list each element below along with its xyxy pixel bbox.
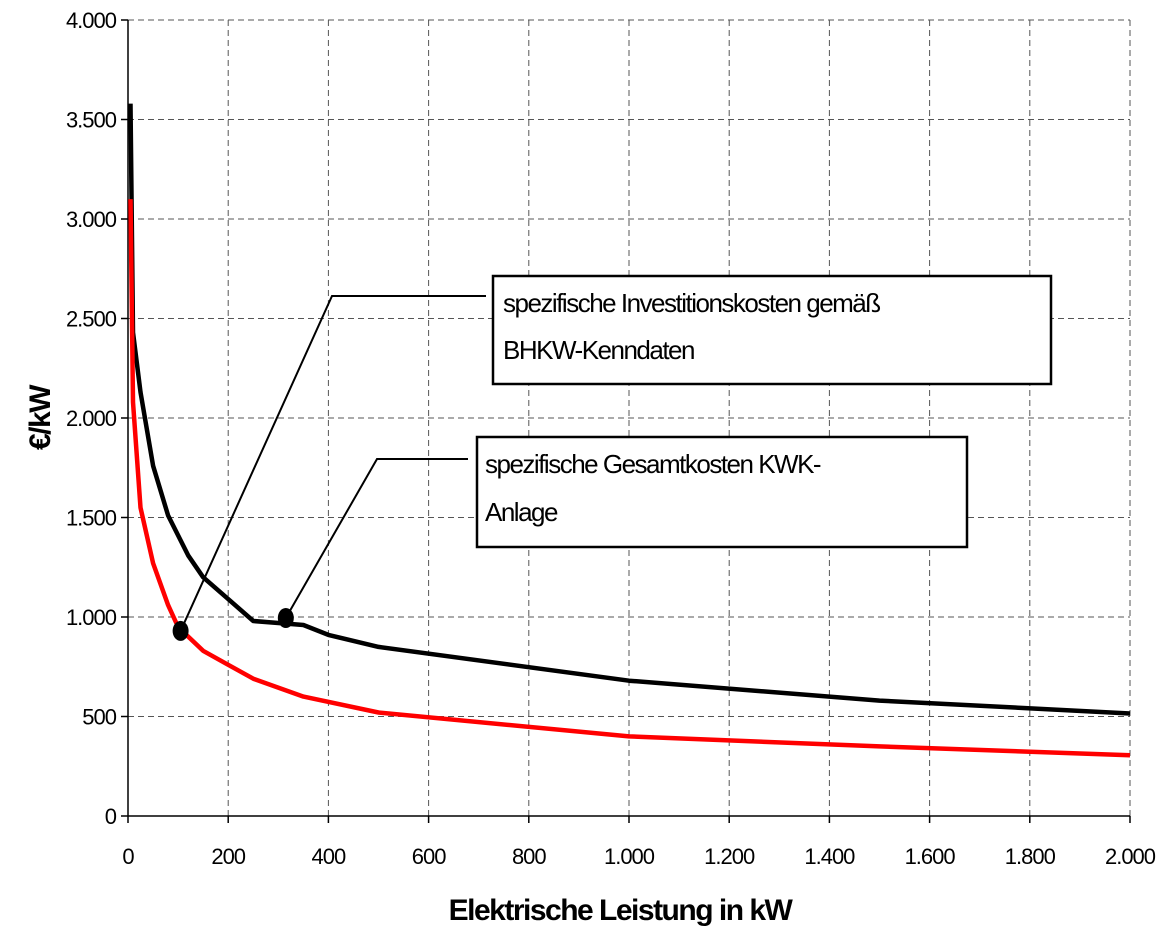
x-tick-label-9: 1.800	[1005, 844, 1056, 869]
x-tick-label-7: 1.400	[804, 844, 855, 869]
x-tick-label-3: 600	[412, 844, 446, 869]
callout-investition-line-1: spezifische Investitionskosten gemäß	[503, 288, 880, 318]
callout-gesamt: spezifische Gesamtkosten KWK- Anlage	[277, 435, 969, 628]
y-tick-label-1: 500	[82, 705, 116, 730]
x-tick-label-8: 1.600	[905, 844, 956, 869]
leader-line-investition	[179, 295, 486, 632]
y-tick-label-0: 0	[105, 804, 117, 829]
leader-line-gesamt	[284, 458, 468, 619]
callout-investition-line-2: BHKW-Kenndaten	[503, 335, 694, 365]
x-tick-label-10: 2.000	[1105, 844, 1156, 869]
callout-investition: spezifische Investitionskosten gemäß BHK…	[172, 274, 1053, 641]
callout-gesamt-line-1: spezifische Gesamtkosten KWK-	[485, 449, 821, 479]
callout-box-gesamt	[475, 435, 969, 549]
y-axis-title: €/kW	[24, 384, 57, 450]
series-lines	[128, 103, 1131, 758]
y-tick-label-6: 3.000	[66, 207, 117, 232]
marker-investition	[172, 620, 189, 641]
y-tick-labels: 0 500 1.000 1.500 2.000 2.500 3.000 3.500 4.000	[66, 8, 128, 829]
svg-text:BHKW-Kenndaten: BHKW-Kenndaten	[503, 335, 694, 365]
x-tick-label-1: 200	[211, 844, 245, 869]
svg-text:spezifische Investitionskosten: spezifische Investitionskosten gemäß	[503, 288, 880, 318]
y-tick-label-2: 1.000	[66, 605, 117, 630]
series-line-gesamtkosten	[128, 103, 1131, 716]
svg-text:Anlage: Anlage	[485, 497, 558, 527]
y-tick-label-5: 2.500	[66, 307, 117, 332]
marker-gesamt	[277, 607, 294, 628]
y-tick-label-4: 2.000	[66, 406, 117, 431]
y-tick-label-8: 4.000	[66, 8, 117, 33]
x-tick-label-6: 1.200	[704, 844, 755, 869]
y-tick-label-7: 3.500	[66, 108, 117, 133]
callout-box-investition	[491, 274, 1053, 386]
x-tick-label-0: 0	[122, 844, 134, 869]
y-tick-label-3: 1.500	[66, 506, 117, 531]
x-tick-label-2: 400	[312, 844, 346, 869]
x-tick-labels: 0 200 400 600 800 1.000 1.200 1.400 1.600 1.800 2.…	[122, 816, 1157, 869]
callout-gesamt-line-2: Anlage	[485, 497, 558, 527]
svg-text:spezifische Gesamtkosten KWK-: spezifische Gesamtkosten KWK-	[485, 449, 821, 479]
x-tick-label-5: 1.000	[604, 844, 655, 869]
series-line-investitionskosten	[128, 199, 1131, 758]
x-axis-title: Elektrische Leistung in kW	[449, 894, 794, 927]
x-tick-label-4: 800	[512, 844, 546, 869]
